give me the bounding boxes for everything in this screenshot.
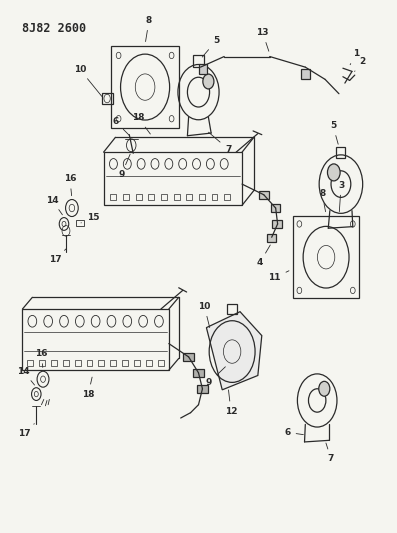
Text: 14: 14 [46,196,62,215]
Text: 3: 3 [338,181,344,212]
Bar [23,309,169,370]
Text: 7: 7 [326,443,334,463]
Text: 5: 5 [202,36,220,57]
Bar [75,360,81,366]
Text: 11: 11 [268,271,289,282]
Bar [183,353,194,361]
Text: 7: 7 [208,132,231,154]
Bar [104,152,242,205]
Text: 6: 6 [112,117,129,135]
Text: 8: 8 [146,16,152,42]
Bar [87,360,93,366]
Bar [293,216,359,298]
Circle shape [203,74,214,89]
Bar [301,69,310,79]
Text: 5: 5 [330,121,338,144]
Bar [110,193,116,200]
Text: 12: 12 [225,390,237,416]
Text: 8: 8 [319,189,326,212]
Bar [266,233,276,241]
Bar [122,360,128,366]
Bar [27,360,33,366]
Bar [98,360,104,366]
Bar [272,220,282,228]
Bar [199,193,205,200]
Bar [63,360,69,366]
Bar [161,193,167,200]
Text: 10: 10 [198,302,211,328]
Bar [76,220,84,225]
Text: 18: 18 [132,113,150,134]
Bar [198,64,207,74]
Polygon shape [206,312,262,390]
Text: 8J82 2600: 8J82 2600 [23,22,87,35]
Text: 17: 17 [48,249,66,264]
Bar [148,193,154,200]
Text: 16: 16 [35,349,48,367]
Bar [270,204,280,212]
Bar [227,304,237,314]
Bar [158,360,164,366]
Bar [39,360,45,366]
Text: 18: 18 [82,377,94,399]
Text: 6: 6 [284,428,303,437]
Text: 16: 16 [64,174,76,196]
Bar [193,55,204,67]
Circle shape [328,164,340,181]
Bar [112,46,179,128]
Text: 15: 15 [81,213,99,223]
Bar [123,193,129,200]
Bar [224,193,230,200]
Bar [258,191,268,199]
Text: 4: 4 [256,245,270,267]
Bar [173,193,179,200]
Text: 2: 2 [355,58,366,71]
Text: 9: 9 [206,367,225,387]
Bar [136,193,142,200]
Bar [186,193,192,200]
Text: 10: 10 [73,65,102,96]
Bar [197,384,208,393]
Text: 9: 9 [118,154,130,179]
Bar [193,368,204,377]
Text: 1: 1 [350,50,359,64]
Bar [212,193,218,200]
Bar [110,360,116,366]
Bar [134,360,140,366]
Circle shape [319,381,330,396]
Bar [336,147,345,158]
Bar [146,360,152,366]
Bar [51,360,57,366]
Text: 14: 14 [17,367,35,385]
Bar [102,93,113,104]
Text: 13: 13 [256,28,269,51]
Text: 17: 17 [18,424,34,438]
